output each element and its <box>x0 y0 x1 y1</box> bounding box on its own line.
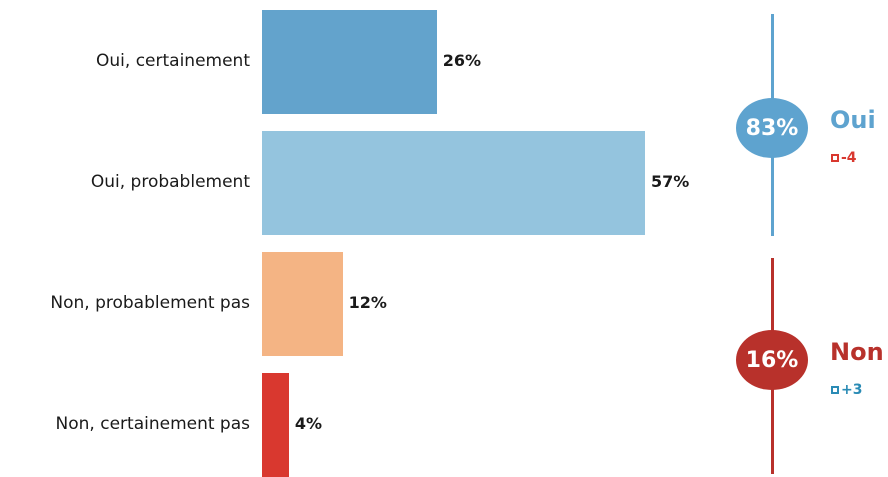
delta-value: -4 <box>841 150 857 166</box>
delta-value: +3 <box>841 382 863 398</box>
value-label: 57% <box>651 172 690 191</box>
group-total-badge: 16% <box>736 330 808 390</box>
delta-square-icon <box>831 154 839 162</box>
bar <box>262 131 645 235</box>
bar <box>262 10 437 114</box>
group-name-label: Oui <box>830 106 876 134</box>
group-delta: +3 <box>831 382 862 398</box>
category-label: Oui, certainement <box>96 51 250 71</box>
group-name-label: Non <box>830 338 884 366</box>
value-label: 26% <box>442 51 481 70</box>
category-label: Oui, probablement <box>90 172 250 192</box>
category-label: Non, probablement pas <box>50 293 250 313</box>
bar <box>262 252 343 356</box>
value-label: 12% <box>348 293 387 312</box>
delta-square-icon <box>831 386 839 394</box>
value-label: 4% <box>294 414 323 433</box>
group-delta: -4 <box>831 150 857 166</box>
group-total-badge: 83% <box>736 98 808 158</box>
bar <box>262 373 289 477</box>
category-label: Non, certainement pas <box>55 414 250 434</box>
